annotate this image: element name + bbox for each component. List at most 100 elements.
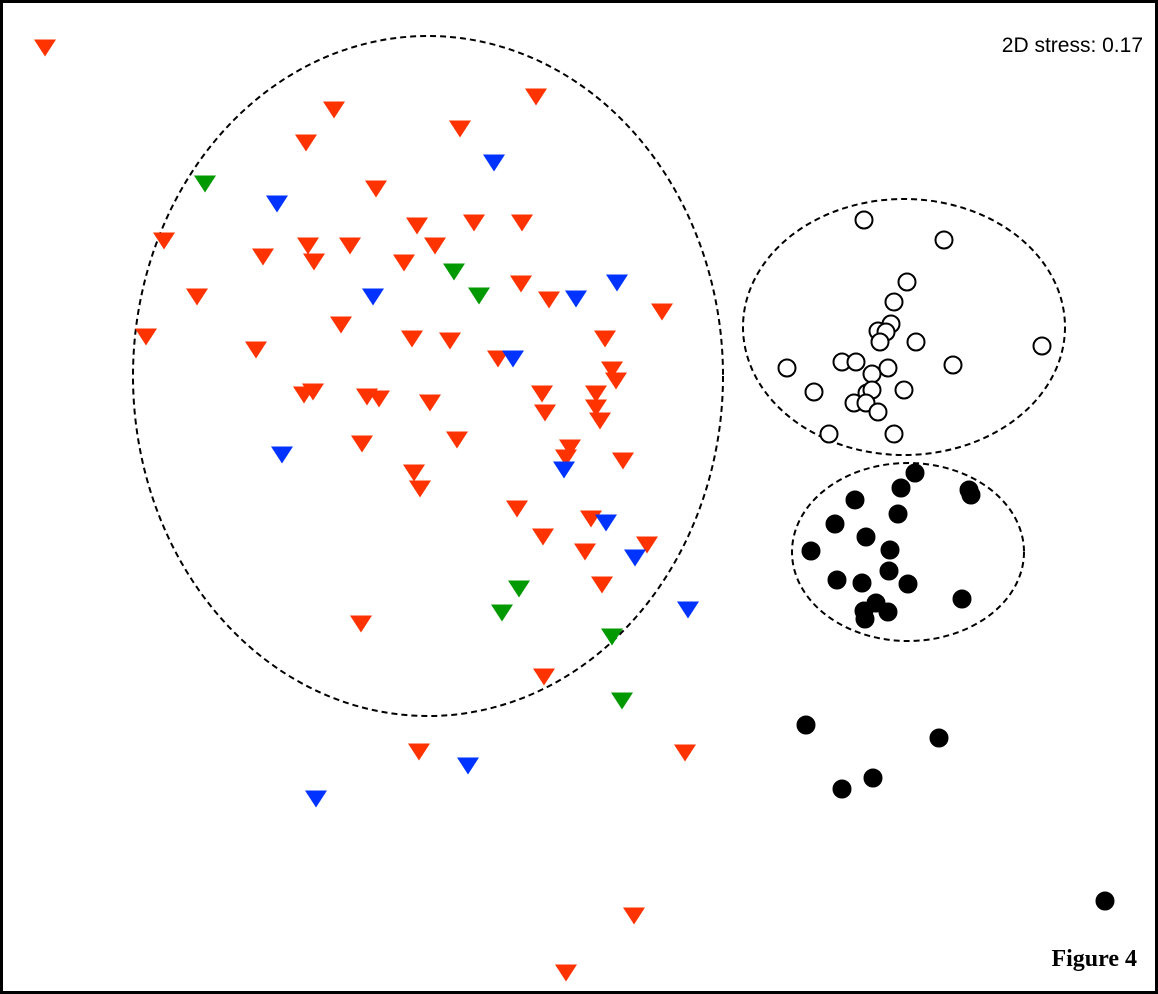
red-triangle-point — [408, 743, 430, 761]
red-triangle-point — [406, 217, 428, 235]
red-triangle-point — [636, 536, 658, 554]
blue-triangle-point — [606, 274, 628, 292]
red-triangle-point — [409, 480, 431, 498]
blue-triangle-point — [266, 195, 288, 213]
red-triangle-point — [532, 528, 554, 546]
red-triangle-point — [511, 214, 533, 232]
red-triangle-point — [135, 328, 157, 346]
open-circle-point — [1032, 336, 1052, 356]
red-triangle-point — [330, 316, 352, 334]
red-triangle-point — [424, 237, 446, 255]
red-triangle-point — [350, 615, 372, 633]
filled-circle-point — [801, 541, 821, 561]
red-triangle-point — [403, 464, 425, 482]
red-triangle-point — [393, 254, 415, 272]
green-triangle-point — [611, 692, 633, 710]
open-circle-point — [906, 332, 926, 352]
filled-circle-point — [891, 478, 911, 498]
blue-triangle-point — [565, 290, 587, 308]
red-triangle-point — [245, 341, 267, 359]
green-triangle-point — [468, 287, 490, 305]
red-triangle-point — [591, 576, 613, 594]
blue-triangle-point — [624, 549, 646, 567]
filled-circle-point — [898, 574, 918, 594]
filled-circle-point — [878, 602, 898, 622]
filled-circle-point — [832, 779, 852, 799]
cluster-ellipses — [132, 35, 1066, 717]
open-circle-point — [846, 352, 866, 372]
green-triangle-point — [443, 263, 465, 281]
green-triangle-point — [491, 604, 513, 622]
red-triangle-point — [534, 404, 556, 422]
red-triangle-point — [510, 275, 532, 293]
red-triangle-point — [252, 248, 274, 266]
red-triangle-point — [303, 253, 325, 271]
red-triangle-point — [674, 744, 696, 762]
green-triangle-point — [601, 628, 623, 646]
cluster-ellipse-3 — [791, 462, 1025, 642]
cluster-ellipse-2 — [742, 198, 1066, 456]
open-circle-point — [897, 272, 917, 292]
red-triangle-point — [594, 330, 616, 348]
filled-circle-point — [929, 728, 949, 748]
blue-triangle-point — [362, 288, 384, 306]
red-triangle-point — [531, 385, 553, 403]
blue-triangle-point — [502, 350, 524, 368]
blue-triangle-point — [553, 461, 575, 479]
filled-circle-point — [825, 514, 845, 534]
red-triangle-point — [555, 964, 577, 982]
red-triangle-point — [368, 390, 390, 408]
red-triangle-point — [574, 543, 596, 561]
filled-circle-point — [952, 589, 972, 609]
filled-circle-point — [845, 490, 865, 510]
red-triangle-point — [605, 372, 627, 390]
blue-triangle-point — [271, 446, 293, 464]
data-points — [34, 39, 1115, 982]
open-circle-point — [870, 332, 890, 352]
figure-label: Figure 4 — [1051, 946, 1137, 972]
red-triangle-point — [153, 232, 175, 250]
red-triangle-point — [585, 385, 607, 403]
red-triangle-point — [538, 291, 560, 309]
blue-triangle-point — [677, 601, 699, 619]
red-triangle-point — [419, 394, 441, 412]
filled-circle-point — [879, 561, 899, 581]
filled-circle-point — [1095, 891, 1115, 911]
blue-triangle-point — [457, 757, 479, 775]
blue-triangle-point — [595, 514, 617, 532]
red-triangle-point — [487, 350, 509, 368]
red-triangle-point — [463, 214, 485, 232]
open-circle-point — [804, 382, 824, 402]
filled-circle-point — [905, 463, 925, 483]
filled-circle-point — [852, 573, 872, 593]
red-triangle-point — [351, 435, 373, 453]
red-triangle-point — [323, 101, 345, 119]
filled-circle-point — [888, 504, 908, 524]
stress-annotation: 2D stress: 0.17 — [1002, 34, 1143, 57]
open-circle-point — [854, 210, 874, 230]
filled-circle-point — [827, 570, 847, 590]
filled-circle-point — [796, 715, 816, 735]
red-triangle-point — [446, 431, 468, 449]
red-triangle-point — [651, 303, 673, 321]
blue-triangle-point — [305, 790, 327, 808]
red-triangle-point — [589, 412, 611, 430]
red-triangle-point — [302, 383, 324, 401]
red-triangle-point — [297, 237, 319, 255]
filled-circle-point — [855, 609, 875, 629]
open-circle-point — [943, 355, 963, 375]
red-triangle-point — [186, 288, 208, 306]
green-triangle-point — [508, 580, 530, 598]
filled-circle-point — [880, 540, 900, 560]
open-circle-point — [777, 358, 797, 378]
red-triangle-point — [365, 180, 387, 198]
blue-triangle-point — [483, 154, 505, 172]
cluster-ellipse-1 — [132, 35, 724, 717]
red-triangle-point — [559, 439, 581, 457]
red-triangle-point — [339, 237, 361, 255]
red-triangle-point — [506, 500, 528, 518]
open-circle-point — [884, 292, 904, 312]
red-triangle-point — [623, 907, 645, 925]
